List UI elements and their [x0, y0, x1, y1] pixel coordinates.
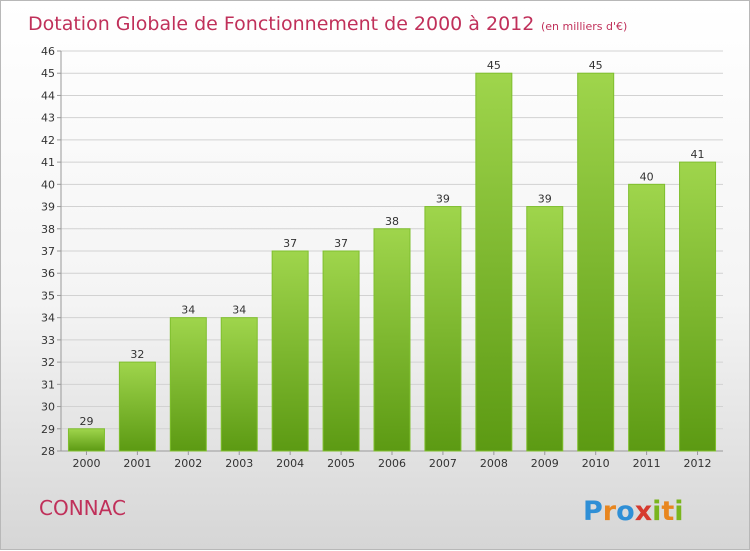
data-label-2005: 37	[334, 237, 348, 250]
bar-2009	[526, 206, 564, 452]
logo-letter: P	[583, 496, 603, 527]
bar-2005	[322, 250, 360, 452]
x-tick-label: 2011	[633, 457, 661, 470]
y-tick-label: 40	[41, 178, 55, 191]
logo-letter: t	[661, 496, 674, 527]
x-tick-label: 2001	[123, 457, 151, 470]
bar-2003	[220, 317, 258, 452]
bar-2006	[373, 228, 411, 452]
y-tick-label: 34	[41, 312, 55, 325]
data-labels: 29 32 34 34 37 37 38 39 45 39 45 40 41	[79, 59, 704, 428]
y-tick-label: 46	[41, 45, 55, 58]
x-tick-label: 2009	[531, 457, 559, 470]
proxiti-logo: Proxiti	[583, 496, 684, 527]
chart-title: Dotation Globale de Fonctionnement de 20…	[28, 13, 534, 35]
bar-2001	[118, 361, 156, 452]
x-tick-label: 2008	[480, 457, 508, 470]
y-tick-label: 29	[41, 423, 55, 436]
y-tick-label: 39	[41, 201, 55, 214]
x-tick-label: 2005	[327, 457, 355, 470]
x-tick-label: 2004	[276, 457, 304, 470]
logo-letter: r	[603, 496, 617, 527]
bar-2007	[424, 206, 462, 452]
data-label-2004: 37	[283, 237, 297, 250]
data-label-2002: 34	[181, 304, 195, 317]
x-tick-label: 2007	[429, 457, 457, 470]
y-tick-label: 37	[41, 245, 55, 258]
bar-2002	[169, 317, 207, 452]
y-tick-label: 38	[41, 223, 55, 236]
x-tick-label: 2000	[72, 457, 100, 470]
x-tick-label: 2010	[582, 457, 610, 470]
y-tick-label: 30	[41, 401, 55, 414]
bars	[67, 72, 717, 452]
logo-letter: i	[652, 496, 661, 527]
bar-2004	[271, 250, 309, 452]
data-label-2010: 45	[589, 59, 603, 72]
bar-2010	[577, 72, 615, 452]
bar-2000	[67, 428, 105, 452]
data-label-2012: 41	[691, 148, 705, 161]
data-label-2003: 34	[232, 304, 246, 317]
chart-subtitle: (en milliers d'€)	[541, 20, 627, 33]
x-tick-label: 2012	[684, 457, 712, 470]
y-tick-label: 33	[41, 334, 55, 347]
data-label-2008: 45	[487, 59, 501, 72]
logo-letter: i	[674, 496, 683, 527]
y-tick-label: 45	[41, 67, 55, 80]
y-tick-label: 43	[41, 112, 55, 125]
data-label-2001: 32	[130, 348, 144, 361]
logo-letter: x	[635, 496, 652, 527]
data-label-2007: 39	[436, 193, 450, 206]
x-tick-label: 2002	[174, 457, 202, 470]
y-tick-label: 41	[41, 156, 55, 169]
y-tick-label: 28	[41, 445, 55, 458]
y-tick-label: 36	[41, 267, 55, 280]
y-tick-label: 42	[41, 134, 55, 147]
x-tick-labels: 2000 2001 2002 2003 2004 2005 2006 2007 2008 2009…	[72, 451, 712, 470]
data-label-2009: 39	[538, 193, 552, 206]
data-label-2006: 38	[385, 215, 399, 228]
y-tick-label: 44	[41, 89, 55, 102]
y-tick-labels: 28 29 30 31 32 33 34 35 36 37 38 39 40 41 42 43 44 45 46	[41, 45, 55, 458]
x-tick-label: 2006	[378, 457, 406, 470]
bar-2012	[679, 161, 717, 452]
y-tick-label: 31	[41, 378, 55, 391]
data-label-2000: 29	[79, 415, 93, 428]
bar-2011	[628, 183, 666, 452]
bar-2008	[475, 72, 513, 452]
x-tick-label: 2003	[225, 457, 253, 470]
y-tick-label: 35	[41, 289, 55, 302]
commune-name: CONNAC	[39, 496, 126, 520]
y-tick-label: 32	[41, 356, 55, 369]
data-label-2011: 40	[640, 170, 654, 183]
logo-letter: o	[616, 496, 635, 527]
